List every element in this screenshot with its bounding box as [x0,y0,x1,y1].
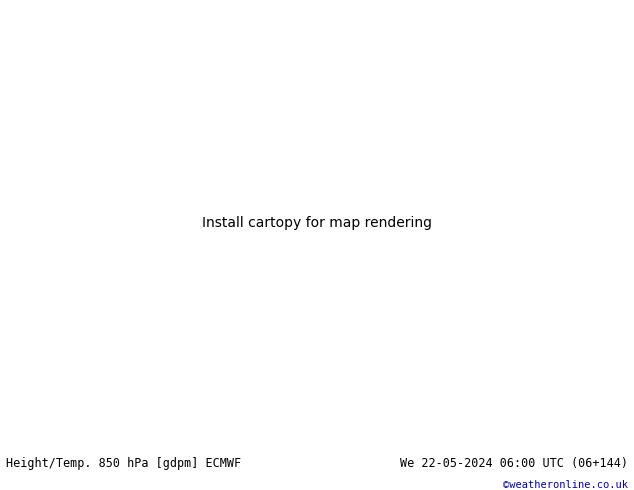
Text: ©weatheronline.co.uk: ©weatheronline.co.uk [503,480,628,490]
Text: Height/Temp. 850 hPa [gdpm] ECMWF: Height/Temp. 850 hPa [gdpm] ECMWF [6,457,242,470]
Text: Install cartopy for map rendering: Install cartopy for map rendering [202,217,432,230]
Text: We 22-05-2024 06:00 UTC (06+144): We 22-05-2024 06:00 UTC (06+144) [399,457,628,470]
